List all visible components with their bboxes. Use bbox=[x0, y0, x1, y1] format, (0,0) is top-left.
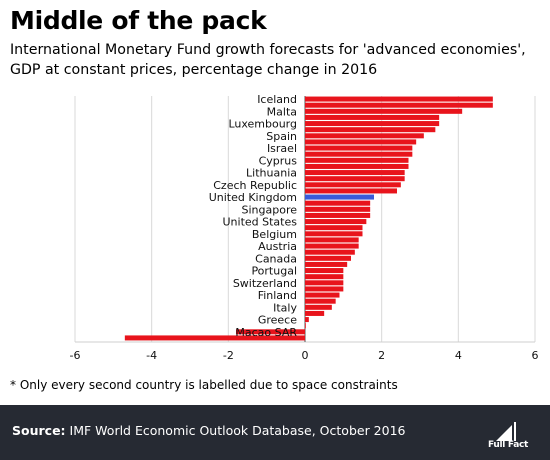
source-text: IMF World Economic Outlook Database, Oct… bbox=[69, 423, 406, 438]
x-tick-label: -2 bbox=[223, 349, 234, 362]
category-label: Cyprus bbox=[259, 154, 298, 167]
bar bbox=[124, 335, 305, 341]
category-label: Greece bbox=[258, 314, 297, 327]
category-label: Spain bbox=[266, 130, 297, 143]
category-label: Macao SAR bbox=[235, 326, 297, 339]
category-label: Malta bbox=[267, 105, 297, 118]
bar bbox=[305, 212, 371, 218]
category-label: Luxembourg bbox=[228, 118, 297, 131]
chart-title: Middle of the pack bbox=[10, 6, 267, 35]
bar bbox=[305, 243, 359, 249]
bar bbox=[305, 157, 409, 163]
logo-mark-icon bbox=[496, 422, 516, 441]
bar bbox=[236, 329, 305, 335]
bar bbox=[305, 206, 371, 212]
bar bbox=[305, 286, 344, 292]
category-labels: IcelandMaltaLuxembourgSpainIsraelCyprusL… bbox=[209, 93, 298, 339]
bar bbox=[305, 219, 367, 225]
footer-bar: Source: IMF World Economic Outlook Datab… bbox=[0, 405, 550, 460]
category-label: United Kingdom bbox=[209, 191, 297, 204]
bar bbox=[305, 121, 440, 127]
bar bbox=[305, 280, 344, 286]
category-label: Lithuania bbox=[246, 167, 297, 180]
x-tick-label: -4 bbox=[146, 349, 157, 362]
bar bbox=[305, 163, 409, 169]
bar bbox=[305, 127, 436, 133]
category-label: Belgium bbox=[252, 228, 297, 241]
chart-subtitle: International Monetary Fund growth forec… bbox=[10, 42, 526, 78]
bar bbox=[305, 200, 371, 206]
category-label: Canada bbox=[255, 252, 297, 265]
bar bbox=[305, 194, 374, 200]
bar bbox=[305, 102, 493, 108]
bar-chart: IcelandMaltaLuxembourgSpainIsraelCyprusL… bbox=[70, 93, 539, 362]
source-label: Source: bbox=[12, 423, 66, 438]
bar bbox=[305, 304, 332, 310]
category-label: Singapore bbox=[242, 203, 298, 216]
bar bbox=[305, 176, 405, 182]
bar bbox=[305, 170, 405, 176]
bar bbox=[305, 323, 306, 329]
bar bbox=[305, 292, 340, 298]
category-label: Switzerland bbox=[233, 277, 297, 290]
category-label: Finland bbox=[258, 289, 297, 302]
x-tick-label: 2 bbox=[378, 349, 385, 362]
bar bbox=[305, 188, 397, 194]
x-tick-label: 4 bbox=[455, 349, 462, 362]
category-label: Iceland bbox=[257, 93, 297, 106]
footnote: * Only every second country is labelled … bbox=[10, 378, 398, 392]
bar bbox=[305, 108, 463, 114]
bar bbox=[305, 249, 355, 255]
bar bbox=[305, 268, 344, 274]
bar bbox=[305, 145, 413, 151]
bars bbox=[124, 96, 493, 341]
bar bbox=[305, 139, 417, 145]
x-axis-ticks: -6 -4 -2 0 2 4 6 bbox=[70, 349, 539, 362]
bar bbox=[305, 261, 348, 267]
bar bbox=[305, 225, 363, 231]
x-tick-label: -6 bbox=[70, 349, 81, 362]
category-label: Portugal bbox=[251, 265, 297, 278]
category-label: Italy bbox=[273, 301, 297, 314]
category-label: Austria bbox=[258, 240, 297, 253]
bar bbox=[305, 182, 401, 188]
bar bbox=[305, 133, 424, 139]
bar bbox=[305, 114, 440, 120]
x-tick-label: 6 bbox=[532, 349, 539, 362]
bar bbox=[305, 274, 344, 280]
full-fact-logo: Full Fact bbox=[488, 421, 536, 453]
x-tick-label: 0 bbox=[302, 349, 309, 362]
bar bbox=[305, 255, 351, 261]
category-label: Czech Republic bbox=[213, 179, 297, 192]
bar bbox=[305, 231, 363, 237]
source-line: Source: IMF World Economic Outlook Datab… bbox=[12, 423, 406, 438]
bar bbox=[305, 317, 309, 323]
logo-text: Full Fact bbox=[488, 440, 529, 450]
bar bbox=[305, 96, 493, 102]
bar bbox=[305, 151, 413, 157]
bar bbox=[305, 310, 325, 316]
bar bbox=[305, 237, 359, 243]
category-label: Israel bbox=[267, 142, 297, 155]
category-label: United States bbox=[223, 216, 298, 229]
bar bbox=[305, 298, 336, 304]
